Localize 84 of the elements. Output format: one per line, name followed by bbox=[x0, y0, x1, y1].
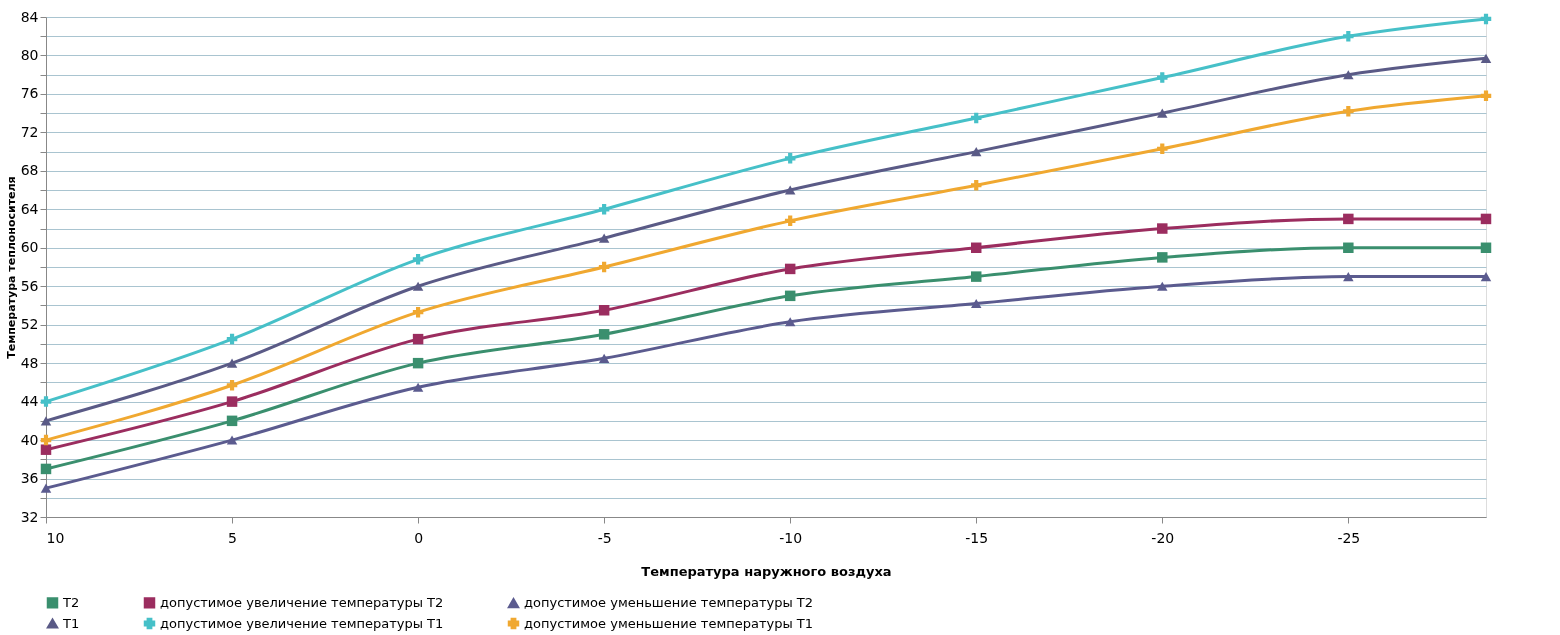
legend-label: допустимое уменьшение температуры T1 bbox=[524, 615, 814, 631]
point bbox=[40, 444, 52, 455]
point bbox=[970, 112, 982, 124]
point bbox=[1480, 13, 1492, 25]
x-tick-label: -20 bbox=[1151, 529, 1175, 546]
point bbox=[784, 153, 796, 164]
point bbox=[598, 329, 610, 340]
x-tick-label: -25 bbox=[1337, 529, 1361, 546]
point bbox=[226, 380, 238, 391]
point bbox=[412, 333, 424, 345]
point bbox=[412, 281, 424, 291]
point bbox=[598, 233, 610, 243]
y-tick-label: 64 bbox=[20, 200, 39, 217]
point bbox=[226, 415, 238, 427]
point bbox=[1343, 30, 1354, 42]
point bbox=[598, 305, 610, 316]
point bbox=[1157, 108, 1168, 118]
y-axis-title: Температура теплоносителя bbox=[4, 176, 18, 359]
point bbox=[412, 357, 424, 369]
point bbox=[1480, 242, 1492, 254]
point bbox=[1343, 272, 1354, 282]
point bbox=[1480, 90, 1492, 102]
point bbox=[1480, 213, 1492, 225]
point bbox=[40, 396, 52, 407]
point bbox=[1343, 242, 1354, 254]
legend-label: допустимое уменьшение температуры T2 bbox=[524, 595, 814, 611]
x-tick-label: -5 bbox=[597, 529, 612, 546]
x-tick-label: 5 bbox=[228, 529, 238, 546]
y-tick-label: 40 bbox=[20, 431, 39, 448]
point bbox=[412, 254, 424, 265]
point bbox=[970, 299, 982, 309]
point bbox=[1157, 143, 1168, 154]
legend-label: допустимое увеличение температуры T1 bbox=[160, 615, 444, 631]
y-tick-label: 60 bbox=[20, 239, 39, 256]
point bbox=[784, 317, 796, 327]
point bbox=[412, 382, 424, 392]
point bbox=[1343, 213, 1354, 225]
point bbox=[970, 180, 982, 191]
point bbox=[598, 353, 610, 363]
y-tick-label: 52 bbox=[20, 316, 39, 333]
point bbox=[226, 396, 238, 407]
point bbox=[1157, 252, 1168, 263]
x-tick-label: 0 bbox=[414, 529, 424, 546]
point bbox=[1157, 72, 1168, 83]
point bbox=[40, 434, 52, 446]
point bbox=[784, 263, 796, 275]
x-tick-label: -10 bbox=[779, 529, 803, 546]
x-tick-label: 10 bbox=[46, 529, 65, 546]
point bbox=[226, 358, 238, 368]
point bbox=[1157, 281, 1168, 291]
point bbox=[784, 215, 796, 227]
y-tick-label: 84 bbox=[20, 8, 39, 25]
y-tick-label: 72 bbox=[20, 123, 39, 140]
point bbox=[1480, 53, 1492, 63]
y-tick-label: 44 bbox=[20, 393, 39, 410]
y-tick-label: 76 bbox=[20, 85, 39, 102]
point bbox=[412, 306, 424, 318]
point bbox=[970, 147, 982, 157]
point bbox=[598, 261, 610, 273]
y-tick-label: 48 bbox=[20, 354, 39, 371]
y-tick-label: 68 bbox=[20, 162, 39, 179]
point bbox=[1343, 105, 1354, 117]
point bbox=[1157, 223, 1168, 234]
point bbox=[598, 204, 610, 215]
point bbox=[226, 333, 238, 345]
point bbox=[970, 242, 982, 254]
x-axis-title: Температура наружного воздуха bbox=[641, 563, 892, 579]
legend-label: T2 bbox=[62, 594, 80, 610]
y-tick-label: 32 bbox=[20, 508, 39, 525]
legend-label: допустимое увеличение температуры T2 bbox=[160, 594, 444, 610]
legend-label: T1 bbox=[62, 615, 80, 631]
point bbox=[1480, 272, 1492, 282]
point bbox=[226, 435, 238, 445]
point bbox=[40, 416, 52, 426]
point bbox=[40, 463, 52, 475]
point bbox=[970, 271, 982, 282]
x-tick-label: -15 bbox=[965, 529, 989, 546]
point bbox=[784, 185, 796, 195]
point bbox=[784, 290, 796, 302]
y-tick-label: 36 bbox=[20, 470, 39, 487]
y-tick-label: 56 bbox=[20, 277, 39, 294]
point bbox=[1343, 70, 1354, 80]
point bbox=[40, 483, 52, 493]
y-tick-label: 80 bbox=[20, 46, 39, 63]
